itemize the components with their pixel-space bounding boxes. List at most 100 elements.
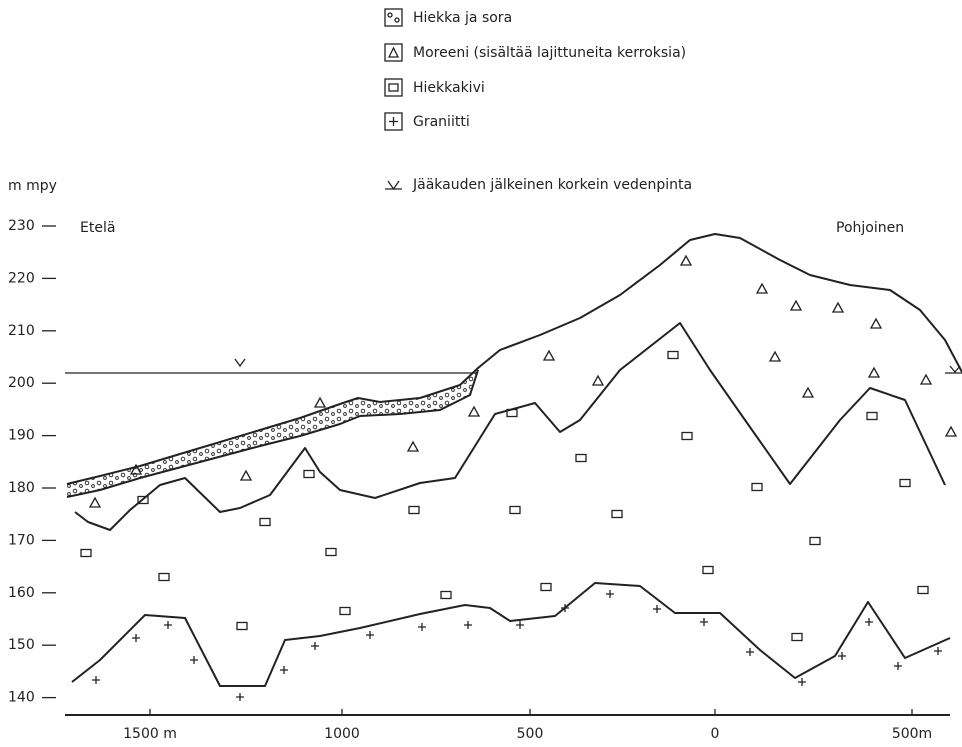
moraine-symbol	[755, 282, 769, 294]
x-tick-label: 1500 m	[123, 726, 177, 742]
sandstone-symbol	[917, 585, 929, 595]
y-tick-label: 190	[8, 428, 35, 444]
sandstone-symbol	[681, 431, 693, 441]
legend-label: Hiekka ja sora	[413, 10, 512, 26]
legend-symbol	[387, 12, 393, 18]
y-tick-label: 200	[8, 375, 35, 391]
moraine-symbol	[789, 299, 803, 311]
sandstone-symbol	[158, 572, 170, 582]
y-tick-label: 150	[8, 637, 35, 653]
sandstone-symbol	[408, 505, 420, 515]
granite-symbol	[516, 621, 524, 629]
y-ticks: 230 220 210 200 190 180 170 160 150 140	[8, 218, 56, 706]
granite-symbol	[561, 604, 569, 612]
granite-symbol	[653, 605, 661, 613]
sandstone-symbol	[303, 469, 315, 479]
symbols	[80, 254, 958, 701]
moraine-symbol	[542, 349, 556, 361]
sandstone-symbol	[339, 606, 351, 616]
granite-symbol	[418, 623, 426, 631]
moraine-symbol	[406, 440, 420, 452]
sandstone-symbol	[667, 350, 679, 360]
gravel-layer	[67, 368, 478, 497]
granite-symbol	[236, 693, 244, 701]
legend-symbol	[387, 46, 400, 58]
sandstone-symbol	[259, 517, 271, 527]
granite-symbol	[838, 652, 846, 660]
legend-box	[384, 8, 403, 27]
moraine-symbol	[239, 469, 253, 481]
moraine-symbol	[88, 496, 102, 508]
moraine-symbol	[129, 463, 143, 475]
sandstone-symbol	[509, 505, 521, 515]
legend-box	[384, 112, 403, 131]
y-tick-label: 140	[8, 690, 35, 706]
granite-symbol	[798, 678, 806, 686]
sandstone-symbol	[540, 582, 552, 592]
y-tick-label: 170	[8, 532, 35, 548]
moraine-symbol	[801, 386, 815, 398]
moraine-symbol	[679, 254, 693, 266]
granite-symbol	[280, 666, 288, 674]
x-tick-label: 1000	[324, 726, 360, 742]
moraine-symbol	[869, 317, 883, 329]
y-tick-label: 160	[8, 585, 35, 601]
granite-symbol	[606, 590, 614, 598]
y-tick-label: 210	[8, 323, 35, 339]
sandstone-symbol	[702, 565, 714, 575]
moraine-symbol	[919, 373, 933, 385]
legend-symbol	[385, 180, 402, 191]
moraine-base	[74, 322, 946, 531]
moraine-symbol	[768, 350, 782, 362]
moraine-symbol	[867, 366, 881, 378]
legend-label: Hiekkakivi	[413, 80, 485, 96]
x-ticks: 1500 m 1000 500 0 500m	[123, 709, 932, 742]
direction-label: Pohjoinen	[836, 220, 904, 236]
granite-symbol	[934, 647, 942, 655]
legend-label: Jääkauden jälkeinen korkein vedenpinta	[412, 177, 692, 193]
legend-symbol	[389, 117, 398, 126]
x-tick-label: 500	[517, 726, 544, 742]
sandstone-symbol	[236, 621, 248, 631]
sandstone-symbol	[809, 536, 821, 546]
granite-symbol	[894, 662, 902, 670]
axis-label: m mpy	[8, 178, 57, 194]
sandstone-symbol	[866, 411, 878, 421]
granite-symbol	[311, 642, 319, 650]
granite-symbol	[190, 656, 198, 664]
granite-symbol	[746, 648, 754, 656]
sandstone-symbol	[506, 408, 518, 418]
water-symbol	[234, 358, 961, 374]
direction-label: Etelä	[80, 220, 115, 236]
legend-symbol	[394, 17, 400, 23]
moraine-symbol	[944, 425, 958, 437]
granite-symbol	[92, 676, 100, 684]
sandstone-symbol	[611, 509, 623, 519]
x-tick-label: 0	[711, 726, 720, 742]
y-tick-label: 220	[8, 270, 35, 286]
legend-box	[384, 78, 403, 97]
granite-symbol	[464, 621, 472, 629]
moraine-symbol	[313, 396, 327, 408]
y-tick-label: 180	[8, 480, 35, 496]
ground-surface	[66, 233, 962, 485]
sandstone-symbol	[751, 482, 763, 492]
sandstone-symbol	[325, 547, 337, 557]
sandstone-symbol	[440, 590, 452, 600]
granite-symbol	[366, 631, 374, 639]
sandstone-symbol	[575, 453, 587, 463]
granite-symbol	[865, 618, 873, 626]
sandstone-symbol	[80, 548, 92, 558]
legend-label: Graniitti	[413, 114, 470, 130]
moraine-symbol	[831, 301, 845, 313]
sandstone-base	[71, 582, 951, 687]
granite-symbol	[132, 634, 140, 642]
legend-label: Moreeni (sisältää lajittuneita kerroksia…	[413, 45, 686, 61]
granite-symbol	[700, 618, 708, 626]
granite-symbol	[164, 621, 172, 629]
sandstone-symbol	[899, 478, 911, 488]
legend-box	[384, 43, 403, 62]
legend: Hiekka ja sora Moreeni (sisältää lajittu…	[384, 8, 692, 193]
y-tick-label: 230	[8, 218, 35, 234]
